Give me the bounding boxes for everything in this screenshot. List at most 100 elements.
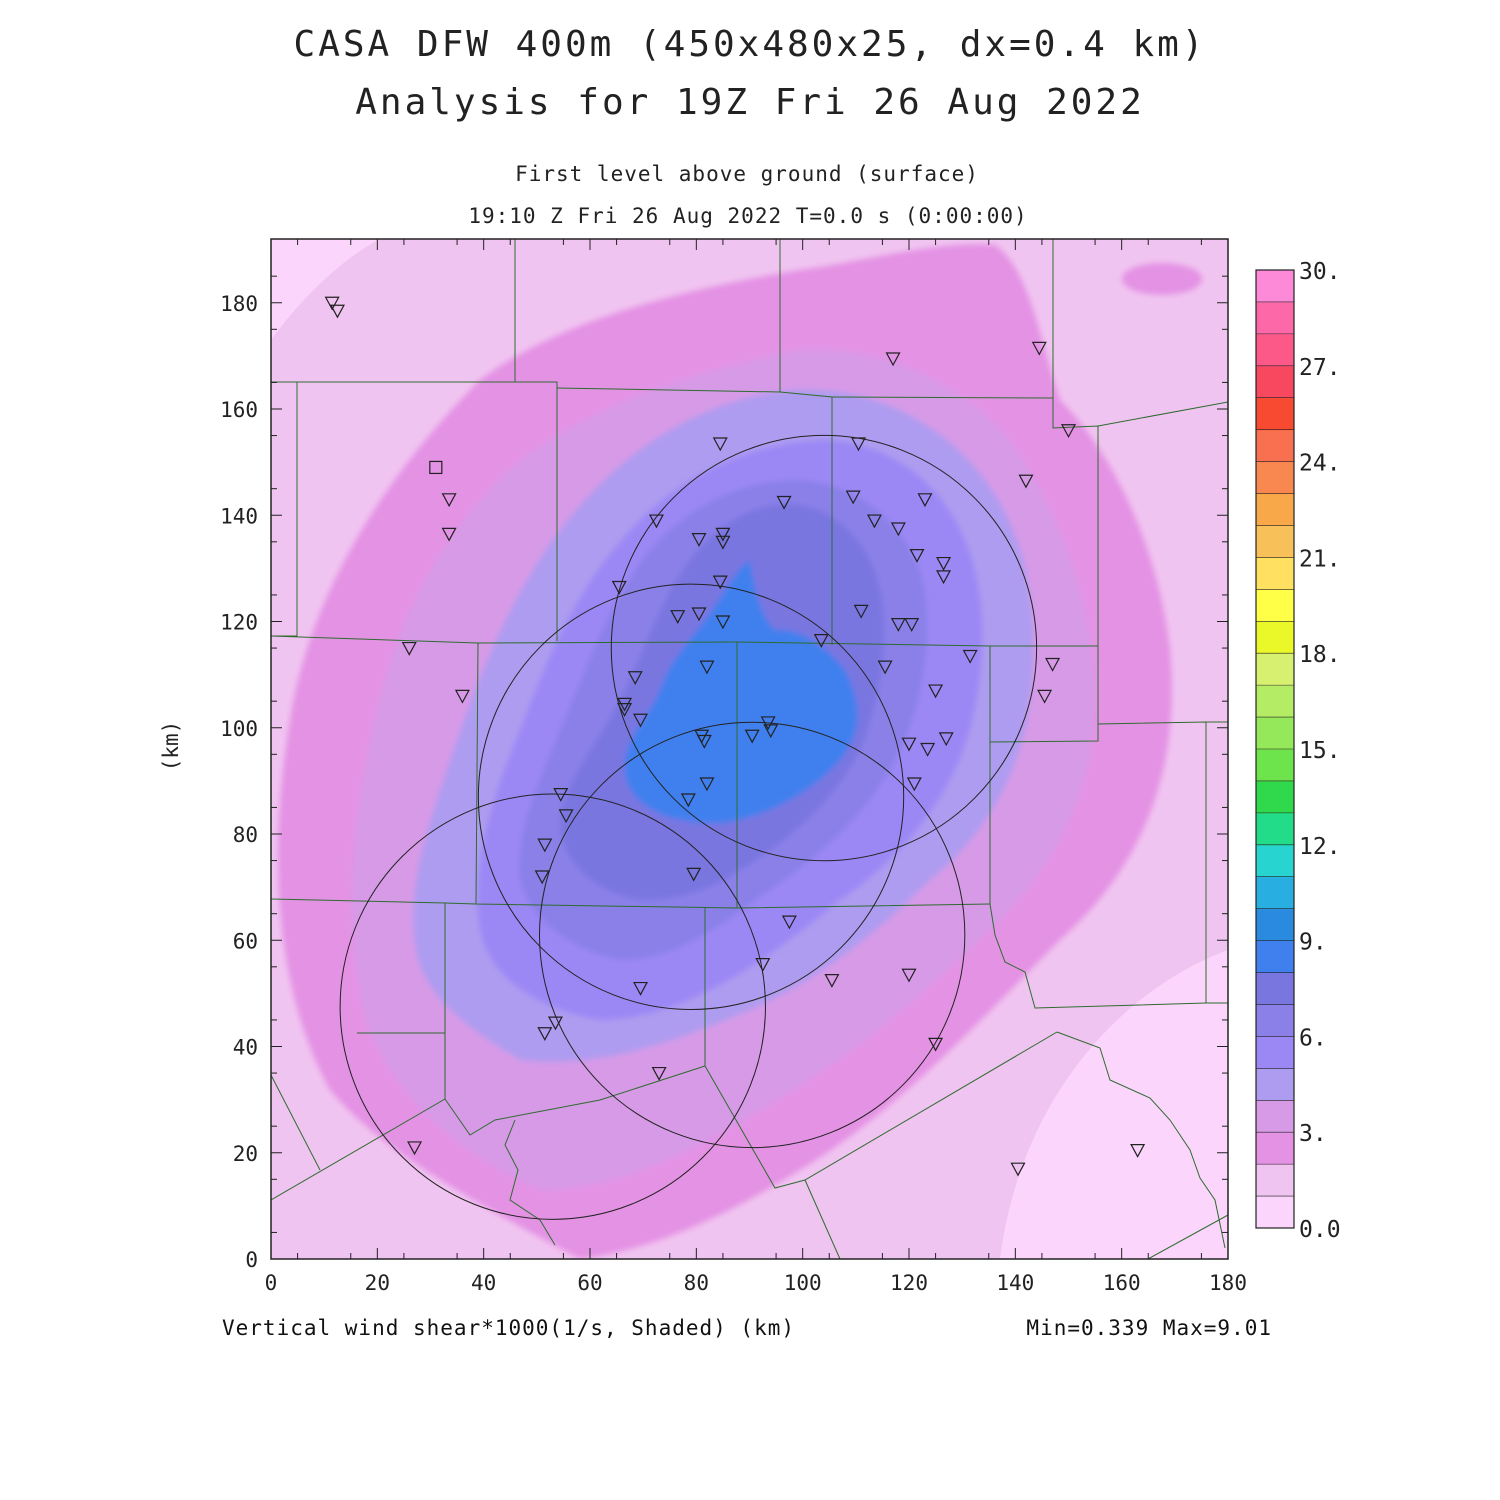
station-triangle [917,493,933,508]
station-triangle [901,737,917,752]
time-subtitle: 19:10 Z Fri 26 Aug 2022 T=0.0 s (0:00:00… [468,204,1028,228]
station-triangle [324,296,340,311]
y-tick-label: 140 [220,504,258,528]
station-triangle [715,535,731,550]
station-triangle [1018,474,1034,489]
station-triangle [715,615,731,630]
colorbar-swatch [1256,621,1294,654]
station-triangle [441,493,457,508]
station-triangle [936,556,952,571]
colorbar-swatch [1256,749,1294,782]
colorbar-label: 27. [1299,355,1341,381]
station-triangle [776,495,792,510]
station-triangle [1031,341,1047,356]
colorbar-swatch [1256,589,1294,622]
y-tick-label: 20 [233,1142,258,1166]
station-triangle [890,522,906,537]
station-triangle [1060,424,1077,439]
station-triangle [712,575,728,590]
station-triangle [441,527,457,542]
station-triangle [691,533,707,547]
colorbar-swatch [1256,1068,1294,1101]
station-triangle [909,548,925,563]
station-triangle [401,641,417,656]
colorbar-swatch [1256,1132,1294,1165]
station-triangle [715,527,731,542]
station-triangle [938,732,954,747]
colorbar-swatch [1256,1004,1294,1037]
colorbar-swatch [1256,333,1294,367]
station-markers [324,296,1146,1177]
plot-frame [270,238,1229,1260]
station-triangle [962,649,978,664]
y-tick-label: 80 [233,823,258,847]
x-tick-label: 120 [890,1271,928,1295]
colorbar-label: 0.0 [1299,1217,1341,1243]
colorbar-swatch [1256,844,1294,878]
station-triangle [558,809,574,824]
station-triangle [877,660,893,675]
colorbar-label: 6. [1299,1025,1327,1051]
colorbar-swatch [1256,876,1294,910]
colorbar-swatch [1256,525,1294,558]
station-triangle [904,618,920,632]
station-triangle [885,352,901,367]
shear-field [271,239,1228,1259]
colorbar-label: 15. [1299,738,1341,764]
station-triangle [901,968,917,983]
colorbar-swatch [1256,270,1294,303]
station-triangle [890,618,906,632]
colorbar-swatch [1256,1100,1294,1133]
station-triangle [1130,1143,1146,1158]
y-tick-label: 0 [245,1248,258,1272]
station-triangle [627,671,643,686]
station-triangle [329,304,345,319]
station-triangle [553,788,569,802]
colorbar-swatch [1256,461,1294,495]
y-tick-label: 60 [233,929,258,953]
colorbar-swatch [1256,972,1294,1005]
axis-ticks [270,239,1229,1260]
station-triangle [1010,1162,1026,1177]
colorbar-swatch [1256,429,1294,463]
colorbar-swatch [1256,780,1294,814]
station-triangle [744,729,760,744]
station-triangle [534,870,550,885]
colorbar-swatch [1256,493,1294,526]
x-tick-label: 40 [471,1271,496,1295]
y-axis-label: (km) [159,721,183,772]
station-triangle [845,490,861,505]
colorbar-labels: 30. 27. 24. 21. 18. 15. 12. 9. 6. 3. 0.0 [1299,259,1341,1243]
page-title-line1: CASA DFW 400m (450x480x25, dx=0.4 km) [293,24,1207,65]
station-triangle [763,724,779,739]
radar-rings [339,434,1038,1220]
y-tick-label: 180 [220,292,258,316]
level-subtitle: First level above ground (surface) [515,162,979,186]
colorbar-frame [1255,269,1295,1229]
colorbar-swatch [1256,812,1294,846]
station-triangle [699,777,715,792]
station-triangle [651,1066,667,1081]
station-triangle [537,838,553,853]
colorbar-label: 12. [1299,834,1341,860]
y-tick-label: 120 [220,611,258,635]
station-triangle [617,703,633,717]
station-triangle [936,570,952,585]
station-triangle [781,915,797,930]
station-triangle [617,697,633,712]
station-triangle [755,958,771,972]
station-triangle [670,610,686,624]
colorbar-swatch [1256,653,1294,686]
station-triangle [866,514,882,529]
county-boundaries [271,239,1228,1259]
x-tick-label: 140 [996,1271,1034,1295]
station-triangle [691,607,707,622]
x-tick-label: 80 [684,1271,709,1295]
station-triangle [853,604,869,619]
x-tick-label: 100 [784,1271,822,1295]
colorbar [1255,269,1295,1229]
colorbar-swatch [1256,301,1294,335]
radar-ring-north [610,434,1038,862]
colorbar-swatch [1256,940,1294,974]
